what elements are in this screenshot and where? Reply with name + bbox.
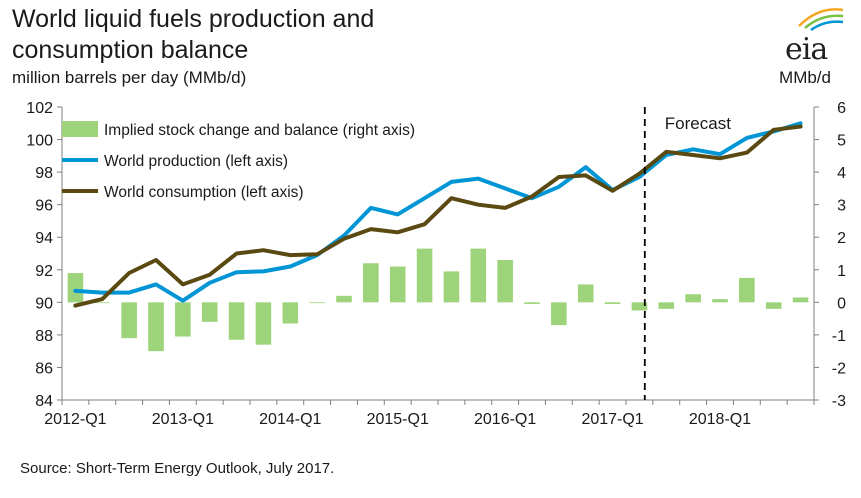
stock-change-bar	[148, 302, 164, 352]
right-tick-label: 6	[837, 100, 846, 117]
stock-change-bar	[765, 302, 782, 309]
source-note: Source: Short-Term Energy Outlook, July …	[20, 460, 335, 477]
stock-change-bar	[94, 302, 111, 304]
stock-change-bar	[336, 295, 352, 303]
stock-change-bar	[712, 299, 728, 303]
left-tick-label: 86	[35, 360, 53, 377]
right-tick-label: -2	[832, 360, 846, 377]
stock-change-bar	[255, 302, 272, 345]
stock-change-bar	[416, 248, 433, 303]
x-tick-label: 2015-Q1	[367, 411, 429, 428]
stock-change-bar	[282, 302, 299, 324]
forecast-label: Forecast	[665, 114, 731, 133]
stock-change-bar	[577, 284, 594, 303]
chart-title: World liquid fuels production and consum…	[12, 5, 375, 64]
consumption-line	[73, 124, 803, 308]
x-tick-label: 2013-Q1	[152, 411, 214, 428]
left-tick-label: 102	[26, 100, 53, 117]
stock-change-bar	[551, 302, 567, 326]
left-tick-label: 88	[35, 328, 53, 345]
left-tick-label: 96	[35, 198, 53, 215]
logo-text: eia	[785, 32, 828, 67]
legend-label-bars: Implied stock change and balance (right …	[104, 122, 415, 139]
x-tick-label: 2012-Q1	[44, 411, 106, 428]
stock-change-bar	[175, 302, 191, 337]
stock-change-bar	[497, 260, 513, 303]
legend-label-production: World production (left axis)	[104, 153, 288, 170]
right-tick-label: 0	[837, 295, 846, 312]
stock-change-bar	[201, 302, 218, 322]
right-axis-unit-label: MMb/d	[779, 68, 831, 87]
eia-logo: eia	[779, 4, 847, 67]
legend-swatch-bars	[62, 121, 98, 137]
stock-change-bar	[443, 271, 460, 303]
stock-change-bar	[792, 297, 809, 303]
stock-change-bar	[121, 302, 137, 339]
stock-change-bar	[524, 302, 540, 304]
right-tick-label: 3	[837, 198, 846, 215]
stock-change-bar	[67, 273, 84, 303]
stock-change-bar	[228, 302, 245, 340]
stock-change-bar	[470, 248, 487, 303]
x-tick-label: 2018-Q1	[689, 411, 751, 428]
right-tick-label: 5	[837, 133, 846, 150]
left-tick-label: 92	[35, 263, 53, 280]
left-tick-label: 98	[35, 165, 53, 182]
x-tick-label: 2016-Q1	[474, 411, 536, 428]
stock-change-bar	[685, 294, 701, 303]
right-tick-label: 4	[837, 165, 846, 182]
right-tick-label: -3	[832, 393, 846, 410]
stock-change-bar	[363, 263, 379, 303]
stock-change-bar	[658, 302, 675, 309]
left-tick-label: 94	[35, 230, 53, 247]
stock-change-bar	[309, 302, 325, 304]
sunburst-icon	[798, 8, 844, 32]
right-tick-label: -1	[832, 328, 846, 345]
left-tick-label: 84	[35, 393, 53, 410]
legend-label-consumption: World consumption (left axis)	[104, 184, 304, 201]
x-tick-label: 2017-Q1	[581, 411, 643, 428]
stock-change-bar	[739, 277, 755, 303]
stock-change-bar	[604, 302, 621, 304]
x-tick-label: 2014-Q1	[259, 411, 321, 428]
left-tick-label: 100	[26, 133, 53, 150]
left-tick-label: 90	[35, 295, 53, 312]
stock-change-bar	[631, 302, 648, 311]
right-tick-label: 1	[837, 263, 846, 280]
stock-change-bar	[389, 266, 406, 303]
right-tick-label: 2	[837, 230, 846, 247]
left-axis-unit-label: million barrels per day (MMb/d)	[12, 68, 247, 87]
